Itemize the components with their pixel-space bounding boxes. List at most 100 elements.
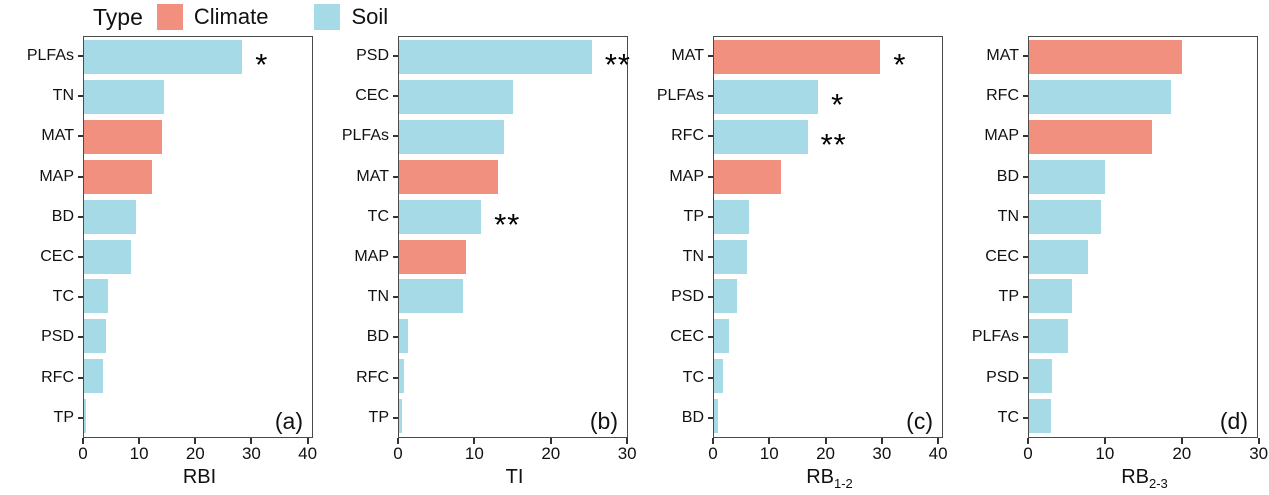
x-tick-mark <box>138 438 141 444</box>
y-axis-row: MAT <box>946 36 1028 76</box>
category-label-TN: TN <box>997 207 1019 225</box>
bar-RFC <box>84 359 103 394</box>
y-axis-row: TN <box>1 76 83 116</box>
y-tick-mark <box>1023 256 1028 259</box>
category-label-PSD: PSD <box>986 368 1019 386</box>
x-tick-label: 20 <box>185 444 205 463</box>
y-tick-mark <box>1023 296 1028 299</box>
bar-row-CEC <box>399 77 627 117</box>
climate-color-swatch <box>156 4 183 30</box>
bar-row-TP <box>399 396 627 436</box>
y-tick-mark <box>393 215 398 218</box>
panel-main-c: MAT PLFAs RFC MAP TP TN PSD CEC TC BD * * ** (c) <box>631 36 946 438</box>
bar-PSD <box>714 279 737 314</box>
x-axis-c: 0 10 20 30 40 <box>708 438 948 466</box>
bar-row-TC: ** <box>399 197 627 240</box>
y-tick-mark <box>78 336 83 339</box>
y-tick-mark <box>78 95 83 98</box>
y-axis-row: RFC <box>946 76 1028 116</box>
bar-row-RFC <box>399 356 627 396</box>
y-axis-row: MAP <box>946 116 1028 156</box>
bar-RFC <box>714 119 808 154</box>
y-axis-row: TC <box>316 197 398 237</box>
x-axis-title-subscript: 1-2 <box>834 476 853 491</box>
y-tick-mark <box>393 135 398 138</box>
bar-BD <box>714 399 719 434</box>
category-label-TC: TC <box>367 207 389 225</box>
bar-row-CEC <box>1029 237 1257 277</box>
category-label-TP: TP <box>53 408 74 426</box>
category-label-MAP: MAP <box>669 167 704 185</box>
bar-BD <box>84 199 136 234</box>
bar-row-PLFAs: * <box>84 37 312 80</box>
category-label-TN: TN <box>682 248 704 266</box>
x-tick-mark <box>626 438 629 444</box>
panel-a: PLFAs TN MAT MAP BD CEC TC PSD RFC TP * (a) 0 10 20 30 4… <box>1 36 317 491</box>
y-axis-row: RFC <box>631 116 713 156</box>
category-label-RFC: RFC <box>671 127 704 145</box>
bar-row-TC <box>1029 396 1257 436</box>
bar-row-MAT <box>1029 37 1257 77</box>
y-axis-row: BD <box>631 398 713 438</box>
y-tick-mark <box>708 135 713 138</box>
plot-area-d: (d) <box>1028 36 1258 438</box>
bar-row-PSD <box>84 316 312 356</box>
y-axis-row: BD <box>1 197 83 237</box>
y-tick-mark <box>393 416 398 419</box>
bar-row-TC <box>714 356 942 396</box>
category-label-MAT: MAT <box>671 47 704 65</box>
bar-BD <box>1029 159 1105 194</box>
bar-CEC <box>714 319 729 354</box>
y-tick-mark <box>708 215 713 218</box>
bar-row-MAP <box>714 157 942 197</box>
category-label-RFC: RFC <box>356 368 389 386</box>
panel-main-d: MAT RFC MAP BD TN CEC TP PLFAs PSD TC (d) <box>946 36 1261 438</box>
y-axis-labels-d: MAT RFC MAP BD TN CEC TP PLFAs PSD TC <box>946 36 1028 438</box>
x-tick-label: 0 <box>1023 444 1033 463</box>
x-tick-mark <box>549 438 552 444</box>
y-axis-row: TC <box>946 398 1028 438</box>
x-axis-b: 0 10 20 30 <box>393 438 637 466</box>
x-tick-mark <box>1257 438 1260 444</box>
bar-MAP <box>399 239 467 274</box>
bar-PSD <box>399 40 592 75</box>
x-tick-mark <box>824 438 827 444</box>
x-axis-title-text: RB <box>806 466 834 488</box>
bar-TP <box>714 199 749 234</box>
y-tick-mark <box>1023 416 1028 419</box>
x-tick-mark <box>397 438 399 444</box>
panel-label-a: (a) <box>274 408 303 434</box>
bar-row-PSD <box>714 276 942 316</box>
bar-TP <box>399 399 402 434</box>
bar-row-PSD: ** <box>399 37 630 80</box>
x-tick-label: 30 <box>241 444 261 463</box>
bar-TN <box>399 279 464 314</box>
bar-TP <box>84 399 87 434</box>
y-tick-mark <box>1023 95 1028 98</box>
plot-area-a: * (a) <box>83 36 313 438</box>
y-tick-mark <box>78 55 83 58</box>
legend-item-climate: Climate <box>156 4 268 30</box>
bar-RFC <box>399 359 405 394</box>
y-tick-mark <box>1023 55 1028 58</box>
y-axis-row: BD <box>316 317 398 357</box>
x-tick-label: 40 <box>928 444 948 463</box>
bar-TN <box>714 239 748 274</box>
y-tick-mark <box>1023 336 1028 339</box>
y-axis-row: TP <box>631 197 713 237</box>
bar-row-TP <box>84 396 312 436</box>
y-axis-row: PLFAs <box>1 36 83 76</box>
x-tick-mark <box>880 438 883 444</box>
x-tick-label: 10 <box>464 444 484 463</box>
bar-row-TN <box>1029 197 1257 237</box>
bar-row-PLFAs <box>1029 316 1257 356</box>
y-axis-row: TN <box>316 277 398 317</box>
bar-row-TN <box>399 276 627 316</box>
y-axis-row: CEC <box>631 317 713 357</box>
y-axis-row: RFC <box>1 358 83 398</box>
y-tick-mark <box>393 336 398 339</box>
soil-color-swatch <box>314 4 341 30</box>
bar-PLFAs <box>399 119 504 154</box>
bar-RFC <box>1029 79 1172 114</box>
